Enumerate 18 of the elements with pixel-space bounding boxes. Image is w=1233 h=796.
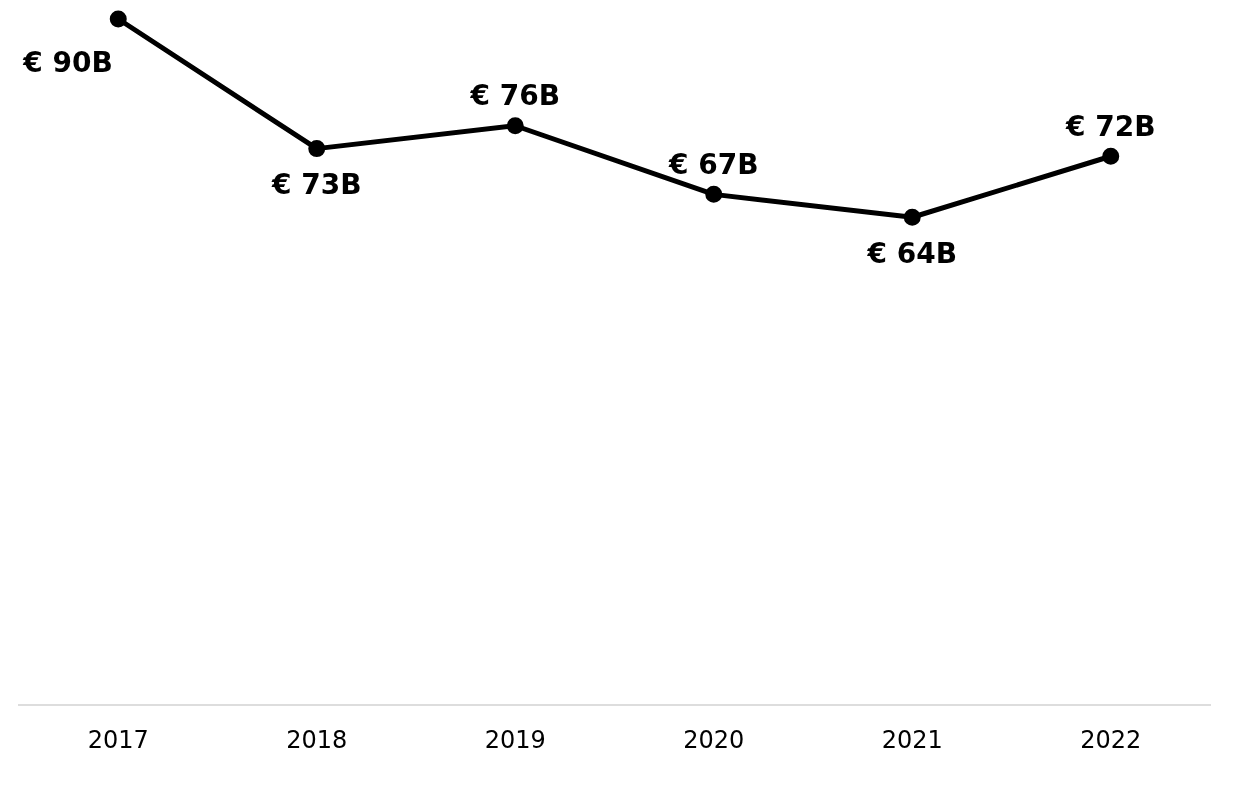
x-tick-label: 2020	[683, 725, 745, 754]
data-label: € 67B	[667, 147, 759, 181]
x-tick-label: 2017	[87, 725, 149, 754]
point	[506, 117, 524, 135]
x-tick-label: 2021	[881, 725, 943, 754]
point	[308, 140, 326, 158]
x-tick-label: 2022	[1080, 725, 1142, 754]
point	[1102, 147, 1120, 165]
data-label: € 90B	[22, 46, 113, 80]
data-label: € 72B	[1064, 109, 1156, 143]
point	[903, 208, 921, 226]
data-label: € 64B	[866, 236, 958, 270]
x-tick-label: 2019	[484, 725, 546, 754]
x-tick-label: 2018	[286, 725, 348, 754]
data-label: € 73B	[270, 167, 362, 201]
point	[109, 10, 127, 28]
data-label: € 76B	[469, 79, 561, 113]
point	[705, 185, 723, 203]
